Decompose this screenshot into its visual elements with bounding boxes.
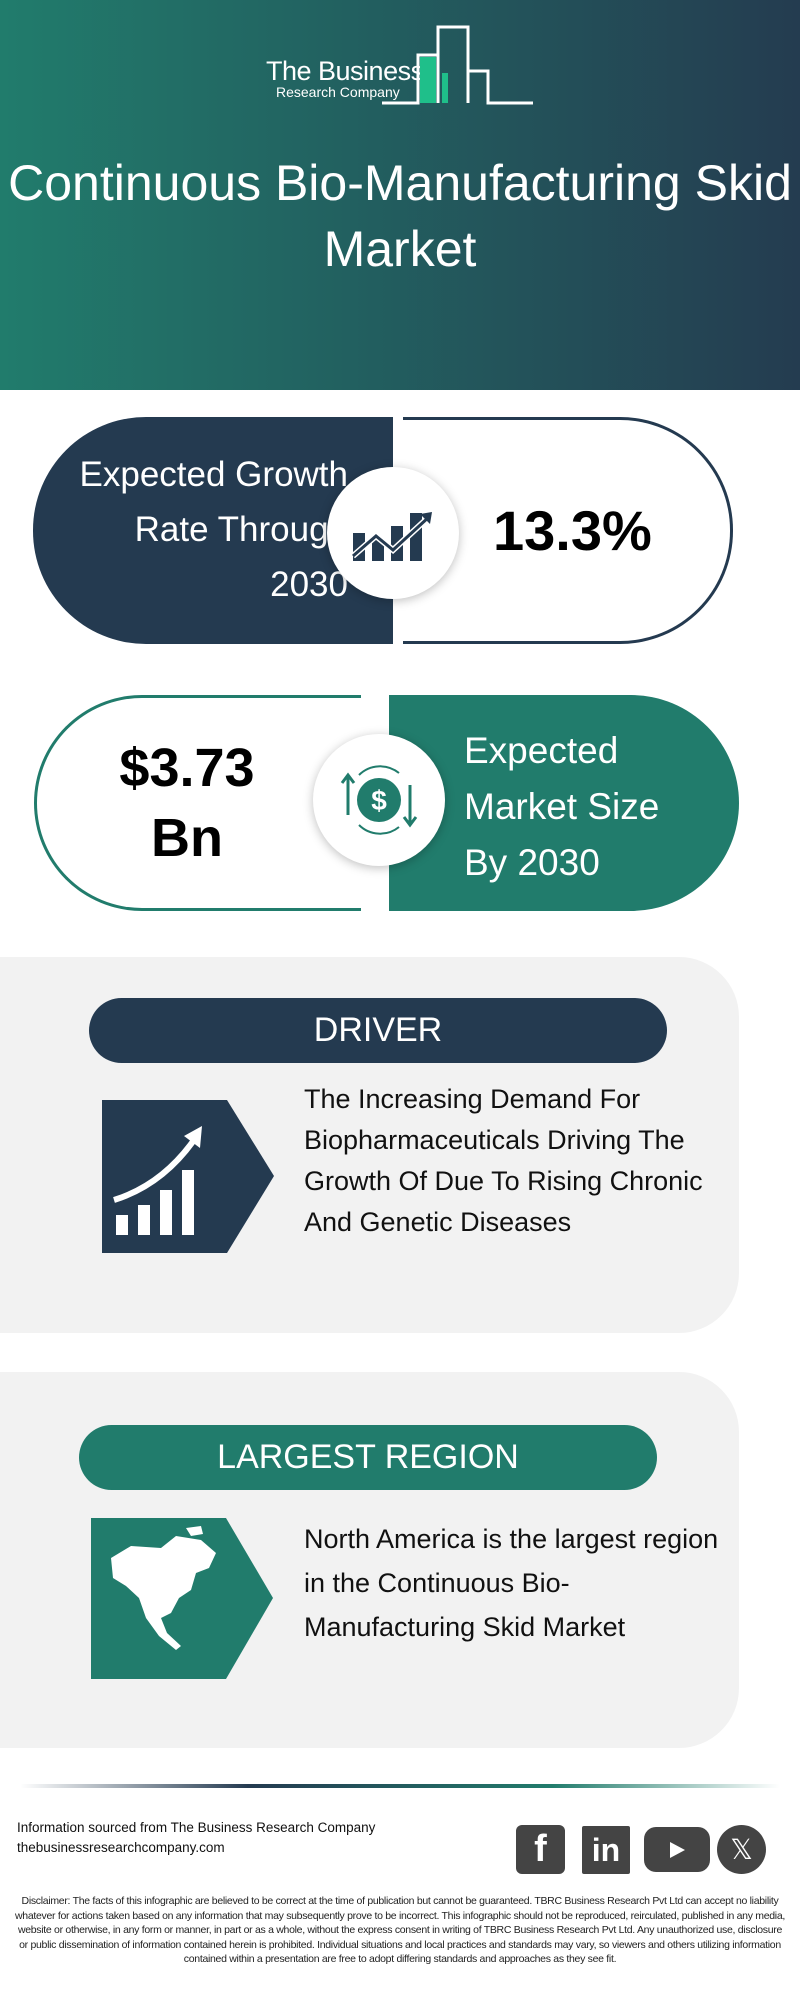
driver-card: DRIVER The Increasing Demand For Biophar…	[0, 957, 739, 1333]
growth-value: 13.3%	[493, 499, 652, 562]
region-card: LARGEST REGION North America is the larg…	[0, 1372, 739, 1748]
youtube-icon[interactable]	[644, 1827, 710, 1872]
growth-label-panel: Expected Growth Rate Through 2030	[33, 417, 393, 644]
region-text: North America is the largest region in t…	[304, 1524, 719, 1642]
north-america-map-icon	[91, 1518, 273, 1679]
growth-chart-icon	[327, 467, 459, 599]
page-title: Continuous Bio-Manufacturing Skid Market	[8, 155, 792, 277]
website-link[interactable]: thebusinessresearchcompany.com	[17, 1840, 225, 1855]
logo-subtext: Research Company	[276, 84, 400, 100]
logo-buildings-icon	[382, 25, 533, 105]
divider	[20, 1784, 780, 1788]
market-size-value: $3.73 Bn	[119, 738, 255, 868]
linkedin-icon[interactable]: in	[582, 1826, 630, 1874]
logo-text: The Business	[266, 56, 424, 86]
x-icon[interactable]: 𝕏	[717, 1825, 766, 1874]
growth-label: Expected Growth Rate Through 2030	[79, 455, 348, 604]
dollar-exchange-icon: $	[313, 734, 445, 866]
header-banner: The Business Research Company Continuous…	[0, 0, 800, 390]
driver-heading: DRIVER	[89, 998, 667, 1063]
rising-bar-chart-icon	[102, 1100, 274, 1253]
market-label-panel: Expected Market Size By 2030	[389, 695, 739, 911]
market-size-label: Expected Market Size By 2030	[464, 730, 660, 883]
source-text: Information sourced from The Business Re…	[17, 1820, 376, 1835]
svg-text:$: $	[371, 785, 387, 816]
region-heading: LARGEST REGION	[79, 1425, 657, 1490]
growth-value-panel: 13.3%	[403, 417, 733, 644]
driver-text: The Increasing Demand For Biopharmaceuti…	[304, 1084, 703, 1237]
facebook-icon[interactable]: f	[516, 1825, 565, 1874]
market-value-panel: $3.73 Bn	[34, 695, 361, 911]
disclaimer: Disclaimer: The facts of this infographi…	[15, 1895, 785, 1965]
